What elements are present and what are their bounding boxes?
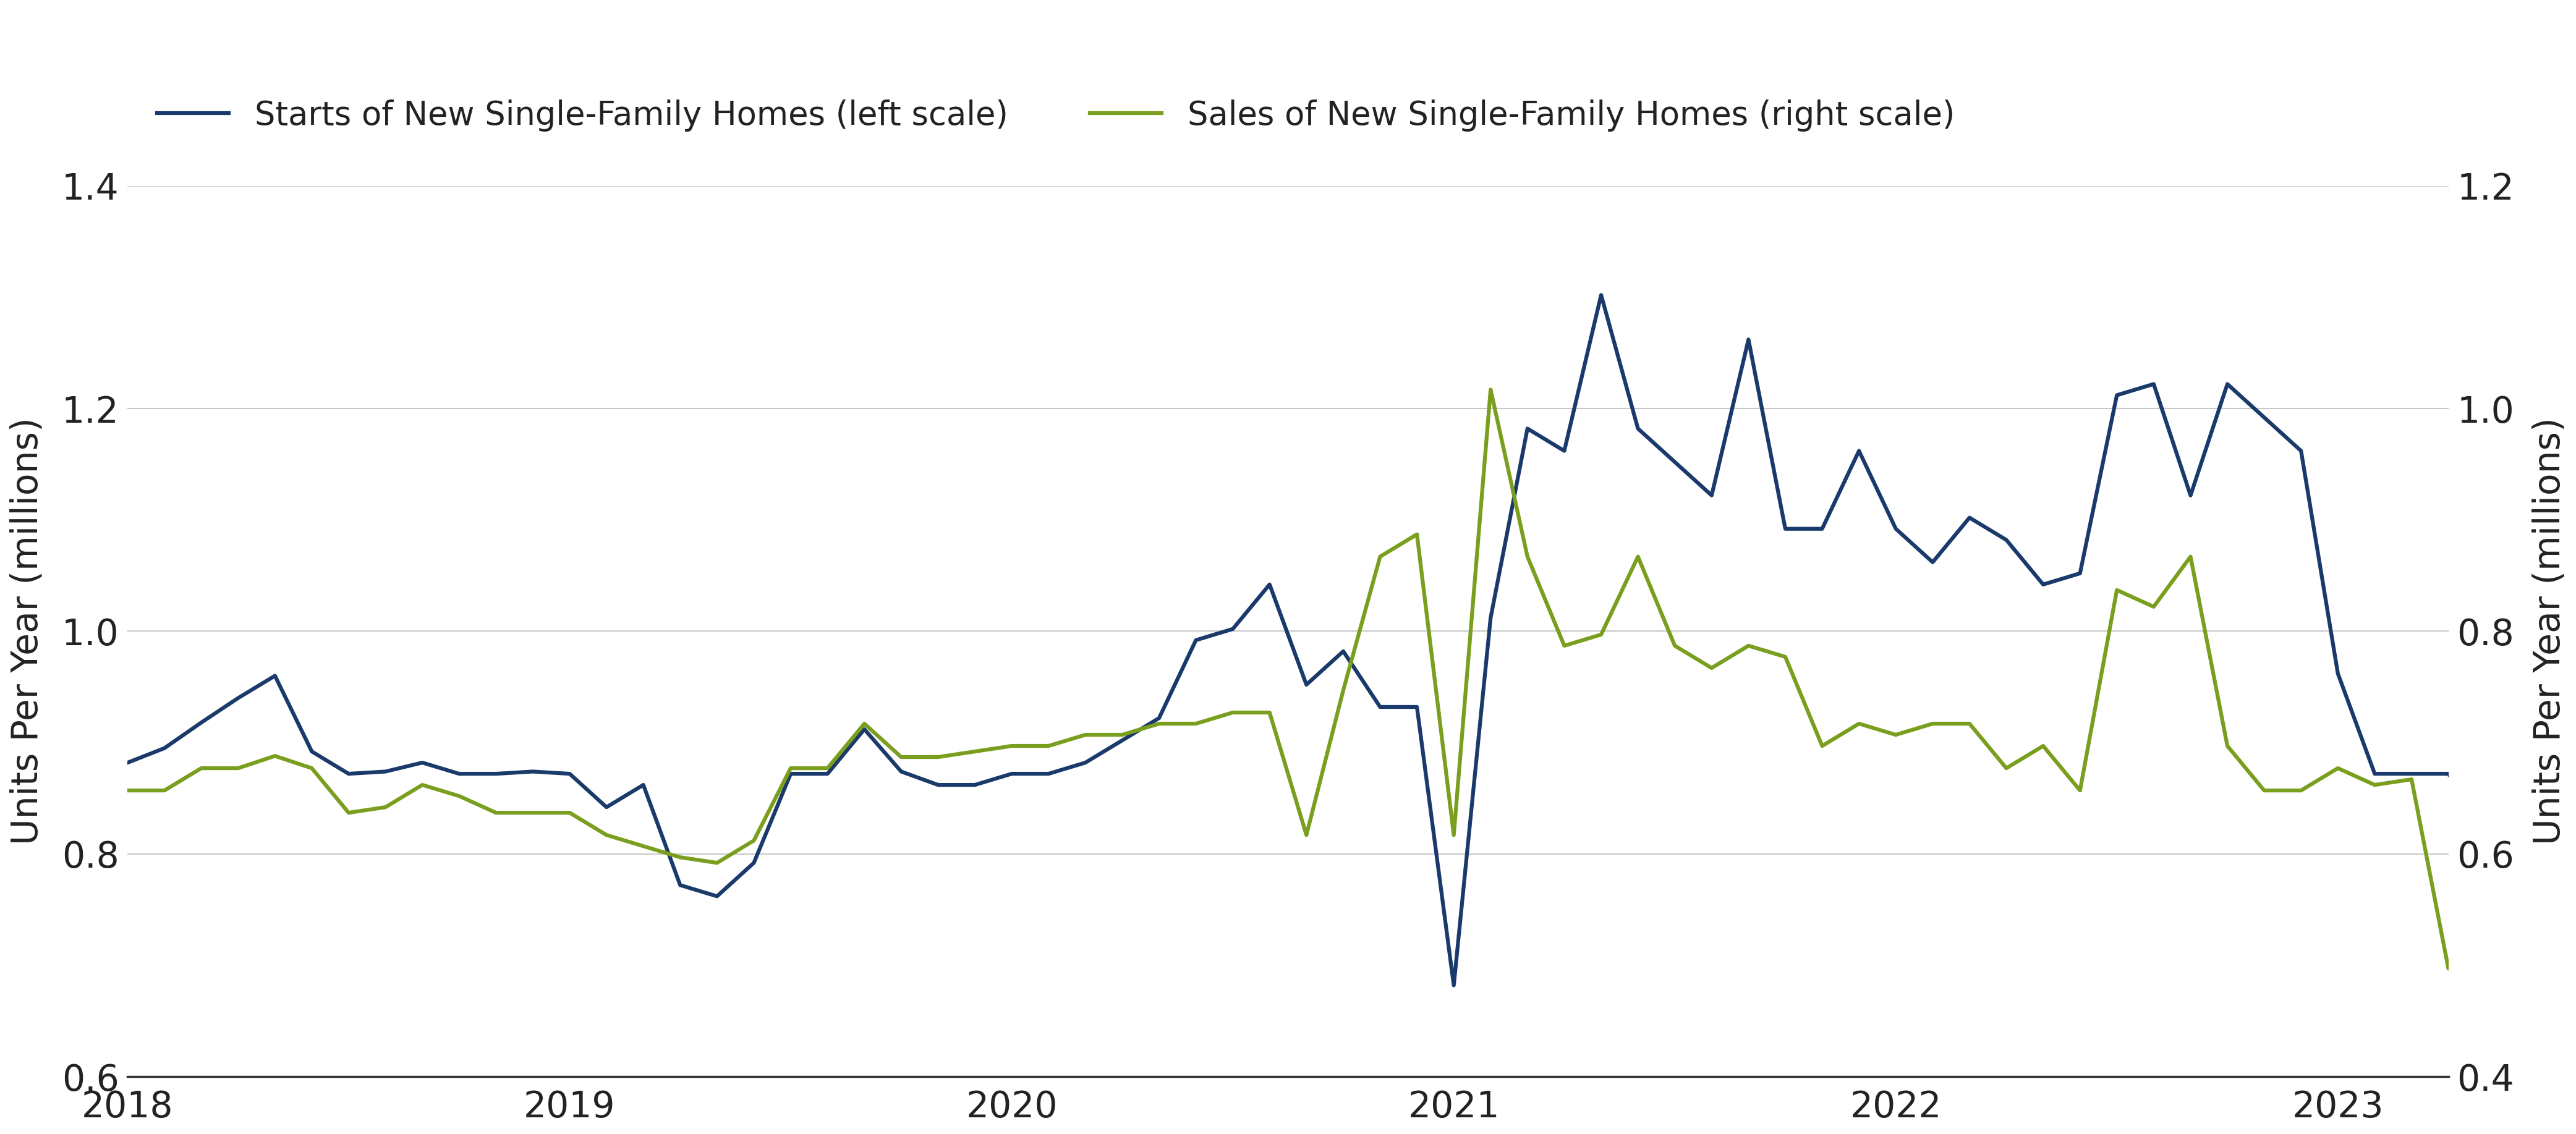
Y-axis label: Units Per Year (millions): Units Per Year (millions) bbox=[10, 417, 44, 845]
Line: Sales of New Single-Family Homes (right scale): Sales of New Single-Family Homes (right … bbox=[129, 390, 2576, 968]
Sales of New Single-Family Homes (right scale) bbox=[665, 850, 696, 864]
Starts of New Single-Family Homes (left scale) bbox=[113, 756, 144, 770]
Starts of New Single-Family Homes (left scale) bbox=[997, 767, 1028, 780]
Starts of New Single-Family Homes (left scale) bbox=[1695, 489, 1726, 502]
Starts of New Single-Family Homes (left scale) bbox=[1587, 288, 1618, 302]
Starts of New Single-Family Homes (left scale) bbox=[1437, 979, 1468, 992]
Sales of New Single-Family Homes (right scale) bbox=[1476, 383, 1507, 397]
Sales of New Single-Family Homes (right scale) bbox=[113, 784, 144, 797]
Starts of New Single-Family Homes (left scale) bbox=[1659, 455, 1690, 468]
Y-axis label: Units Per Year (millions): Units Per Year (millions) bbox=[2532, 417, 2566, 845]
Sales of New Single-Family Homes (right scale) bbox=[1659, 638, 1690, 652]
Sales of New Single-Family Homes (right scale) bbox=[701, 856, 732, 870]
Sales of New Single-Family Homes (right scale) bbox=[2432, 962, 2463, 975]
Starts of New Single-Family Homes (left scale) bbox=[665, 879, 696, 892]
Sales of New Single-Family Homes (right scale) bbox=[1623, 550, 1654, 564]
Line: Starts of New Single-Family Homes (left scale): Starts of New Single-Family Homes (left … bbox=[129, 295, 2576, 985]
Sales of New Single-Family Homes (right scale) bbox=[997, 739, 1028, 753]
Legend: Starts of New Single-Family Homes (left scale), Sales of New Single-Family Homes: Starts of New Single-Family Homes (left … bbox=[144, 86, 1968, 145]
Starts of New Single-Family Homes (left scale) bbox=[701, 889, 732, 903]
